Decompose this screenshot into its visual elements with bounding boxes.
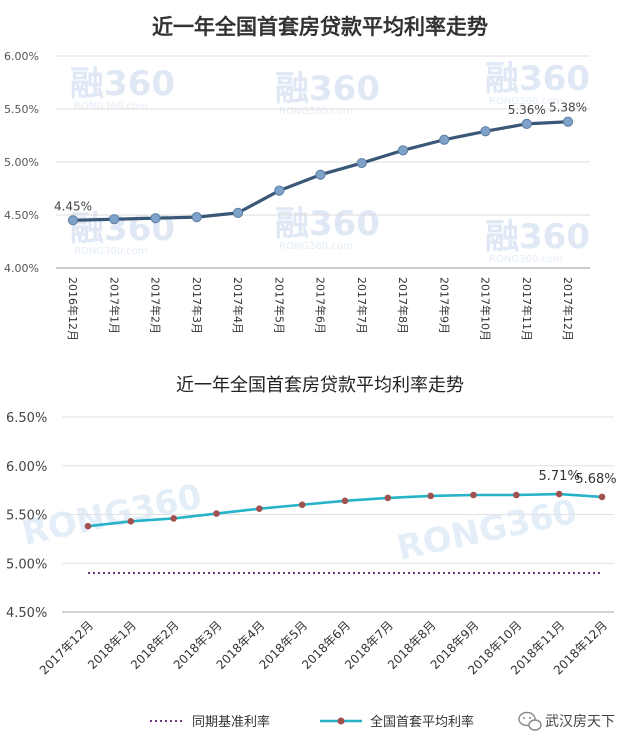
x-tick-label: 2017年6月: [314, 277, 328, 334]
y-tick-label: 5.00%: [4, 156, 39, 169]
watermark-text: 融360: [275, 204, 380, 244]
data-point: [213, 510, 220, 517]
chart2-data-points: [84, 490, 606, 530]
data-point: [427, 492, 434, 500]
chart1-data-labels: 4.45% 5.36% 5.38%: [54, 101, 587, 214]
data-label: 4.45%: [54, 199, 92, 213]
data-point: [232, 207, 244, 218]
chart2-title: 近一年全国首套房贷款平均利率走势: [176, 375, 464, 396]
x-tick-label: 2017年12月: [561, 277, 575, 341]
watermark-text: RONG360: [394, 492, 581, 569]
chart2-legend: 同期基准利率 全国首套平均利率: [150, 714, 474, 730]
chart2-x-tick-labels: 2017年12月2018年1月2018年2月2018年3月2018年4月2018…: [37, 618, 610, 677]
data-point: [480, 126, 491, 137]
y-tick-label: 5.00%: [6, 557, 47, 572]
data-point: [470, 491, 477, 499]
x-tick-label: 2017年12月: [37, 618, 96, 677]
data-point: [274, 185, 285, 196]
watermark-text: 融360: [275, 69, 380, 109]
x-tick-label: 2017年4月: [231, 277, 245, 334]
watermark-subtext: RONG360.com: [74, 246, 148, 257]
y-tick-label: 4.00%: [4, 262, 39, 275]
x-tick-label: 2017年11月: [520, 277, 534, 341]
data-label: 5.68%: [575, 472, 616, 487]
data-point: [384, 494, 392, 502]
x-tick-label: 2017年9月: [437, 277, 451, 334]
data-point: [191, 212, 202, 223]
data-point: [521, 118, 532, 129]
chart1-x-tick-labels: 2016年12月 2017年1月 2017年2月 2017年3月 2017年4月 2017…: [66, 277, 575, 341]
chart1-title: 近一年全国首套房贷款平均利率走势: [152, 15, 488, 39]
data-point: [513, 491, 520, 499]
y-tick-label: 5.50%: [4, 103, 39, 116]
y-tick-label: 6.00%: [4, 50, 39, 63]
x-tick-label: 2016年12月: [66, 277, 80, 341]
data-label: 5.36%: [508, 103, 546, 117]
chart1-y-tick-labels: 4.00% 4.50% 5.00% 5.50% 6.00%: [4, 50, 39, 275]
legend-benchmark-label: 同期基准利率: [192, 714, 270, 730]
data-point: [562, 116, 574, 127]
chart1-gridlines: [56, 55, 590, 269]
y-tick-label: 5.50%: [6, 509, 47, 524]
watermark-text: 融360: [485, 59, 590, 99]
wechat-icon: [518, 711, 542, 731]
x-tick-label: 2017年10月: [479, 277, 493, 341]
watermark-text: 融360: [485, 217, 590, 257]
data-point: [298, 501, 306, 509]
x-tick-label: 2017年8月: [396, 277, 410, 334]
x-tick-label: 2017年5月: [272, 277, 286, 334]
watermark-subtext: RONG360.com: [489, 96, 563, 107]
y-tick-label: 6.00%: [6, 460, 47, 475]
data-point: [555, 490, 563, 498]
chart-2018: 近一年全国首套房贷款平均利率走势 RONG360 RONG360 4.50% 5.0…: [6, 375, 617, 731]
data-label: 5.38%: [549, 101, 587, 115]
data-point: [315, 169, 326, 180]
chart2-watermark: RONG360 RONG360: [19, 477, 581, 569]
data-point: [256, 505, 263, 512]
watermark-subtext: RONG360.com: [279, 241, 353, 252]
data-point: [598, 493, 606, 501]
x-tick-label: 2017年1月: [107, 277, 121, 334]
wechat-account-name: 武汉房天下: [545, 714, 615, 730]
wechat-branding: 武汉房天下: [518, 711, 615, 731]
watermark-text: 融360: [70, 64, 175, 104]
y-tick-label: 6.50%: [6, 411, 47, 426]
data-point: [150, 213, 161, 224]
x-tick-label: 2017年2月: [149, 277, 163, 334]
data-label: 5.71%: [539, 469, 580, 484]
chart2-y-tick-labels: 4.50% 5.00% 5.50% 6.00% 6.50%: [6, 411, 47, 621]
y-tick-label: 4.50%: [6, 606, 47, 621]
data-point: [109, 214, 120, 225]
data-point: [397, 145, 409, 156]
data-point: [84, 522, 92, 530]
y-tick-label: 4.50%: [4, 209, 39, 222]
chart2-gridlines: [62, 416, 614, 613]
watermark-subtext: RONG360.com: [74, 101, 148, 112]
chart2-data-labels: 5.71%5.68%: [539, 469, 617, 487]
x-tick-label: 2017年3月: [190, 277, 204, 334]
data-point: [356, 157, 367, 169]
watermark-subtext: RONG360.com: [489, 254, 563, 265]
data-point: [170, 515, 177, 522]
x-tick-label: 2017年7月: [355, 277, 369, 334]
data-point: [127, 518, 135, 525]
data-point: [439, 134, 450, 145]
data-point: [67, 215, 79, 226]
chart1-data-points: [67, 116, 574, 226]
legend-average-label: 全国首套平均利率: [370, 714, 474, 730]
data-point: [341, 497, 349, 505]
watermark-subtext: RONG360.com: [279, 106, 353, 117]
legend-average-marker: [337, 717, 345, 725]
